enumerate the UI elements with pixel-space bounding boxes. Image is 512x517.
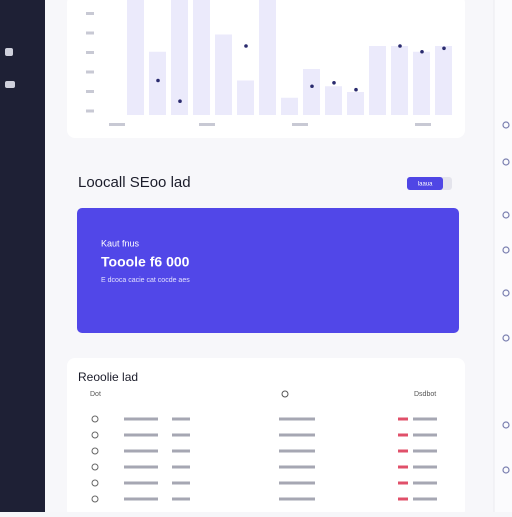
cell	[279, 497, 315, 501]
x-tick	[292, 123, 308, 126]
chart	[86, 0, 452, 126]
bar	[435, 46, 452, 115]
bar	[391, 46, 408, 115]
y-tick	[86, 51, 94, 54]
x-tick	[415, 123, 431, 126]
bar	[215, 34, 232, 115]
cell	[172, 465, 190, 469]
table-rows	[91, 415, 437, 503]
button[interactable]	[407, 177, 443, 190]
point	[354, 87, 358, 92]
table-header: Dsdbot	[414, 391, 436, 398]
point	[442, 46, 446, 51]
x-tick	[109, 123, 125, 126]
y-tick	[86, 70, 94, 74]
header-icon	[281, 390, 289, 398]
point	[156, 78, 160, 83]
cell	[124, 417, 158, 421]
bar	[347, 92, 364, 115]
status	[398, 449, 408, 453]
cell	[172, 433, 190, 437]
cell	[413, 433, 437, 437]
row-icon	[91, 415, 99, 423]
point	[332, 81, 336, 85]
cell	[124, 465, 158, 469]
cell	[279, 433, 315, 437]
sidebar	[0, 0, 45, 512]
banner-amount: Tooole f6 000	[101, 254, 190, 270]
button-label[interactable]: Iaaua	[417, 182, 433, 188]
point	[244, 44, 248, 48]
bar	[171, 0, 188, 115]
cell	[124, 433, 158, 437]
bar	[127, 0, 144, 115]
right-rail	[494, 0, 512, 512]
y-tick	[86, 90, 94, 93]
bar	[193, 0, 210, 115]
cell	[279, 465, 315, 469]
sidebar-icon[interactable]	[5, 48, 13, 56]
status	[398, 497, 408, 501]
bar	[237, 80, 254, 115]
cell	[413, 449, 437, 453]
row-icon	[91, 495, 99, 503]
bar	[413, 51, 430, 115]
bar	[281, 97, 298, 115]
table-card	[67, 358, 465, 517]
bar	[149, 51, 166, 115]
status	[398, 465, 408, 469]
cell	[124, 449, 158, 453]
cell	[413, 417, 437, 421]
status	[398, 417, 408, 421]
table-header: Dot	[90, 391, 101, 398]
y-tick	[86, 109, 94, 113]
x-tick	[199, 123, 215, 126]
cell	[279, 481, 315, 485]
row-icon	[91, 479, 99, 487]
bar	[369, 46, 386, 115]
cell	[413, 465, 437, 469]
status	[398, 433, 408, 437]
row-icon	[91, 431, 99, 439]
point	[420, 49, 424, 54]
status	[398, 481, 408, 485]
cell	[413, 497, 437, 501]
table-title: Reoolie lad	[78, 370, 138, 384]
cell	[413, 481, 437, 485]
cell	[172, 449, 190, 453]
sidebar-icon[interactable]	[5, 81, 15, 88]
rail-icons	[502, 121, 510, 474]
cell	[279, 449, 315, 453]
cell	[279, 417, 315, 421]
point	[310, 84, 314, 89]
bar	[303, 69, 320, 115]
bar	[325, 86, 342, 115]
banner	[77, 208, 459, 333]
cell	[172, 481, 190, 485]
row-icon	[91, 463, 99, 471]
y-tick	[86, 31, 94, 35]
point	[178, 99, 182, 103]
row-icon	[91, 447, 99, 455]
y-tick	[86, 12, 94, 15]
banner-note: E dcoca cacie cat cocde aes	[101, 277, 190, 284]
cell	[124, 481, 158, 485]
section-title: Loocall SEoo lad	[78, 174, 191, 191]
point	[398, 44, 402, 48]
banner-label: Kaut fnus	[101, 238, 140, 248]
bar	[259, 0, 276, 115]
cell	[172, 417, 190, 421]
cell	[124, 497, 158, 501]
cell	[172, 497, 190, 501]
